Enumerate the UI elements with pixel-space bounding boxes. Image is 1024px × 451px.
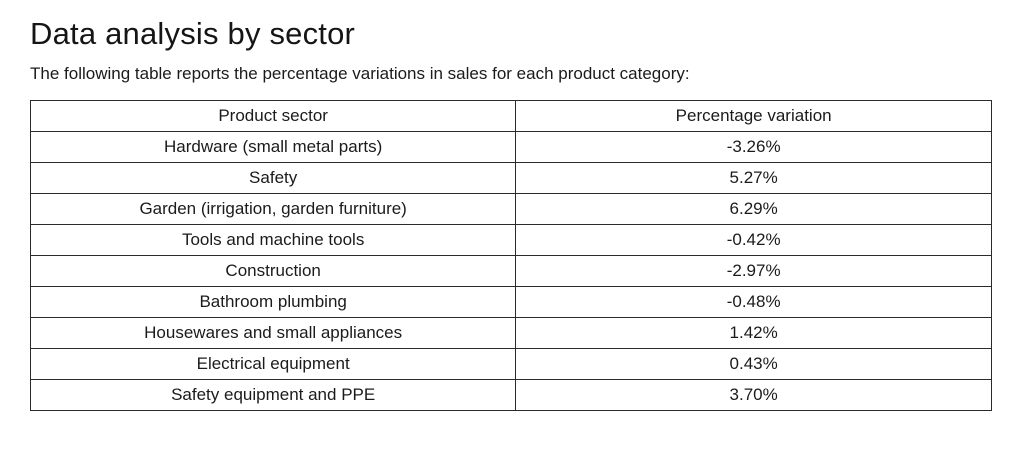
page-subtitle: The following table reports the percenta… xyxy=(30,64,690,83)
table-row: Construction -2.97% xyxy=(29,255,992,287)
table-row: Housewares and small appliances 1.42% xyxy=(29,317,992,349)
variation-cell: 3.70% xyxy=(515,379,992,411)
variation-cell: 1.42% xyxy=(515,317,992,349)
document-page: Data analysis by sector The following ta… xyxy=(29,16,992,411)
header-product-sector: Product sector xyxy=(29,100,517,132)
sector-cell: Tools and machine tools xyxy=(29,224,517,256)
table-row: Safety 5.27% xyxy=(29,162,992,194)
variation-cell: 6.29% xyxy=(515,193,992,225)
table-row: Tools and machine tools -0.42% xyxy=(29,224,992,256)
table-row: Safety equipment and PPE 3.70% xyxy=(29,379,992,411)
sector-cell: Housewares and small appliances xyxy=(29,317,517,349)
variation-cell: -3.26% xyxy=(515,131,992,163)
sector-cell: Garden (irrigation, garden furniture) xyxy=(29,193,517,225)
table-row: Bathroom plumbing -0.48% xyxy=(29,286,992,318)
sector-cell: Electrical equipment xyxy=(29,348,517,380)
variation-cell: 5.27% xyxy=(515,162,992,194)
variation-cell: -0.48% xyxy=(515,286,992,318)
variation-cell: -2.97% xyxy=(515,255,992,287)
table-row: Hardware (small metal parts) -3.26% xyxy=(29,131,992,163)
sector-cell: Hardware (small metal parts) xyxy=(29,131,517,163)
page-title: Data analysis by sector xyxy=(30,16,356,51)
variation-cell: 0.43% xyxy=(515,348,992,380)
sector-cell: Bathroom plumbing xyxy=(29,286,517,318)
table-row: Garden (irrigation, garden furniture) 6.2… xyxy=(29,193,992,225)
sector-cell: Safety equipment and PPE xyxy=(29,379,517,411)
table-row: Electrical equipment 0.43% xyxy=(29,348,992,380)
sector-cell: Construction xyxy=(29,255,517,287)
table-header-row: Product sector Percentage variation xyxy=(29,100,992,132)
variation-cell: -0.42% xyxy=(515,224,992,256)
table-body: Hardware (small metal parts) -3.26% Safety… xyxy=(29,131,992,411)
sector-data-table: Product sector Percentage variation Hard… xyxy=(29,100,992,411)
sector-cell: Safety xyxy=(29,162,517,194)
header-percentage-variation: Percentage variation xyxy=(515,100,992,132)
